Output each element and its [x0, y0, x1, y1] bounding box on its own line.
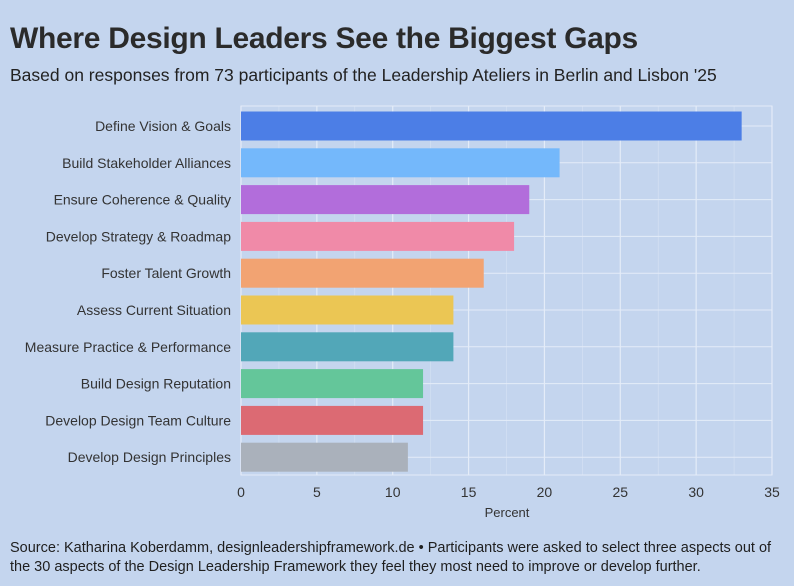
- category-label: Develop Design Team Culture: [45, 412, 231, 428]
- category-label: Build Stakeholder Alliances: [62, 155, 231, 171]
- bar-define-vision-goals: [241, 111, 742, 141]
- x-tick-label: 35: [764, 484, 780, 500]
- bar-develop-strategy-roadmap: [241, 221, 515, 251]
- x-tick-label: 20: [537, 484, 553, 500]
- bar-ensure-coherence-quality: [241, 185, 530, 215]
- source-footnote: Source: Katharina Koberdamm, designleade…: [10, 540, 772, 575]
- category-label: Ensure Coherence & Quality: [54, 192, 231, 208]
- x-axis-label: Percent: [485, 505, 530, 520]
- bar-build-design-reputation: [241, 369, 424, 399]
- x-tick-label: 30: [688, 484, 704, 500]
- category-label: Measure Practice & Performance: [25, 339, 231, 355]
- x-tick-label: 5: [313, 484, 321, 500]
- category-label: Assess Current Situation: [77, 302, 231, 318]
- bar-assess-current-situation: [241, 295, 454, 325]
- bar-develop-design-team-culture: [241, 405, 424, 435]
- category-label: Foster Talent Growth: [101, 265, 231, 281]
- bar-develop-design-principles: [241, 442, 408, 472]
- x-tick-label: 0: [237, 484, 245, 500]
- bar-build-stakeholder-alliances: [241, 148, 560, 178]
- chart-subtitle: Based on responses from 73 participants …: [10, 65, 717, 85]
- category-label: Develop Design Principles: [68, 449, 231, 465]
- category-label: Develop Strategy & Roadmap: [46, 228, 231, 244]
- category-labels: Define Vision & Goals Build Stakeholder A…: [25, 118, 231, 465]
- bar-measure-practice-performance: [241, 332, 454, 362]
- x-tick-label: 25: [612, 484, 628, 500]
- bars: [241, 111, 742, 472]
- category-label: Define Vision & Goals: [95, 118, 231, 134]
- x-tick-label: 15: [461, 484, 477, 500]
- chart-title: Where Design Leaders See the Biggest Gap…: [10, 22, 638, 55]
- category-label: Build Design Reputation: [81, 376, 231, 392]
- x-axis-ticks: 0 5 10 15 20 25 30 35: [237, 484, 780, 500]
- x-tick-label: 10: [385, 484, 401, 500]
- bar-foster-talent-growth: [241, 258, 484, 288]
